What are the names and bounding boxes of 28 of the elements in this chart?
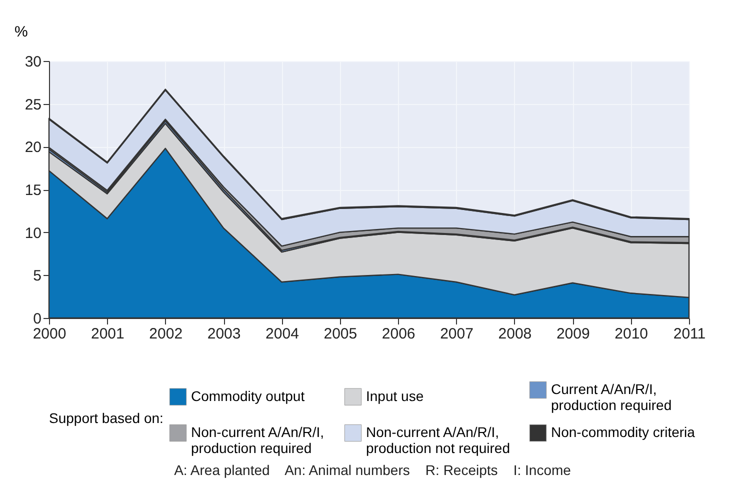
y-tick-label: 5: [33, 268, 42, 285]
x-tick-label: 2003: [207, 326, 241, 342]
x-tick-label: 2007: [440, 326, 474, 342]
x-tick-label: 2010: [614, 326, 648, 342]
text: A: Area planted An: Animal numbers R: Receipts I: Income: [173, 462, 572, 478]
x-tick-label: 2011: [673, 326, 706, 342]
x-tick-label: 2000: [32, 326, 66, 342]
x-tick-label: 2009: [556, 326, 590, 342]
y-tick-label: 0: [33, 310, 42, 328]
x-tick-label: 2004: [266, 326, 299, 342]
x-tick-label: 2005: [324, 326, 358, 342]
legend-label: Current A/An/R/I, production required: [551, 381, 672, 413]
x-tick-label: 2006: [382, 326, 416, 342]
legend-label: Non-commodity criteria: [551, 424, 696, 440]
legend-label: Commodity output: [191, 388, 305, 404]
legend-label: Input use: [366, 388, 424, 404]
x-tick-label: 2001: [90, 326, 124, 342]
legend-label: Non-current A/An/R/I, production not required: [366, 424, 510, 456]
y-tick-label: 25: [24, 96, 42, 114]
x-tick-label: 2008: [498, 326, 532, 342]
y-tick-label: 15: [24, 182, 42, 199]
legend-label: Non-current A/An/R/I, production required: [191, 424, 324, 456]
y-tick-label: 10: [24, 224, 42, 242]
y-tick-label: 20: [24, 139, 42, 156]
y-tick-label: 30: [24, 54, 42, 70]
y-axis-title: %: [14, 24, 28, 40]
x-tick-label: 2002: [149, 326, 183, 342]
legend-title: Support based on:: [49, 410, 164, 426]
